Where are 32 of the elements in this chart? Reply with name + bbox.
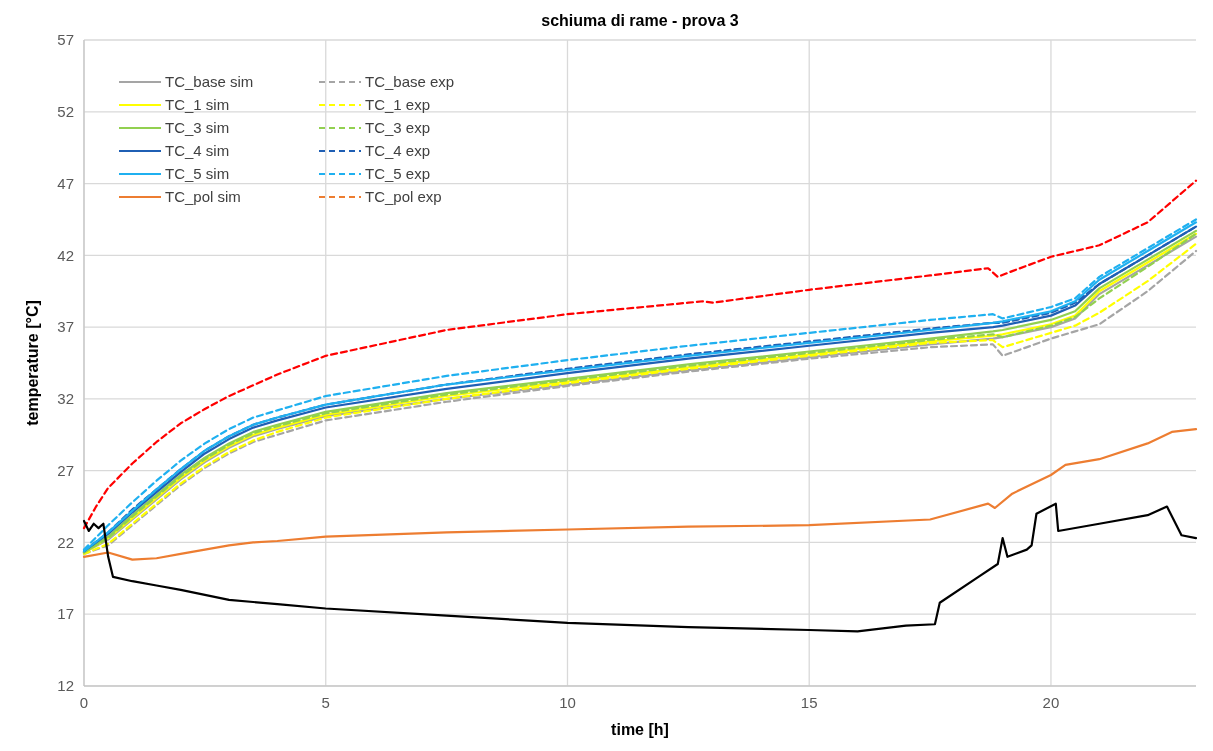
y-tick-label: 12 bbox=[57, 677, 74, 695]
y-tick-label: 47 bbox=[57, 174, 74, 192]
y-tick-label: 32 bbox=[57, 390, 74, 408]
legend-label: TC_1 exp bbox=[365, 96, 431, 114]
legend-label: TC_4 exp bbox=[365, 142, 431, 160]
legend-label: TC_base exp bbox=[365, 73, 455, 91]
y-axis-title: temperature [°C] bbox=[24, 300, 41, 426]
line-series bbox=[82, 427, 1198, 561]
y-tick-label: 57 bbox=[57, 31, 74, 49]
chart-title: schiuma di rame - prova 3 bbox=[541, 12, 739, 29]
x-tick-label: 10 bbox=[559, 694, 576, 711]
legend-label: TC_5 exp bbox=[365, 165, 431, 183]
legend-label: TC_1 sim bbox=[165, 96, 230, 114]
x-axis-title: time [h] bbox=[611, 721, 669, 738]
y-tick-label: 22 bbox=[57, 533, 74, 551]
legend-label: TC_3 exp bbox=[365, 119, 431, 137]
legend-label: TC_4 sim bbox=[165, 142, 230, 160]
x-tick-label: 0 bbox=[79, 694, 89, 711]
x-tick-label: 20 bbox=[1042, 694, 1060, 711]
legend-label: TC_pol exp bbox=[365, 188, 442, 206]
y-tick-label: 17 bbox=[57, 605, 74, 623]
line-series bbox=[82, 502, 1198, 633]
x-tick-label: 15 bbox=[800, 694, 818, 711]
x-tick-label: 5 bbox=[321, 694, 330, 711]
y-tick-label: 52 bbox=[57, 103, 74, 121]
legend-label: TC_pol sim bbox=[165, 188, 241, 206]
legend-label: TC_5 sim bbox=[165, 165, 230, 183]
legend-label: TC_3 sim bbox=[165, 119, 230, 137]
legend-label: TC_base sim bbox=[165, 73, 254, 91]
y-tick-label: 27 bbox=[57, 461, 74, 479]
y-tick-label: 37 bbox=[57, 318, 74, 336]
y-tick-label: 42 bbox=[57, 246, 74, 264]
